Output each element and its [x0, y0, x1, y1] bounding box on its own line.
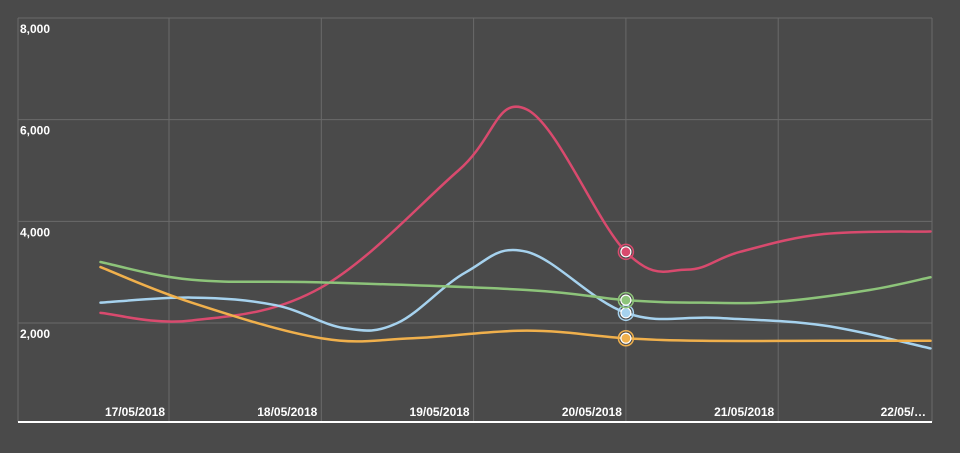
- series-line-3: [99, 265, 932, 343]
- series-marker-point-2[interactable]: [620, 294, 632, 306]
- series-markers[interactable]: [617, 243, 635, 347]
- grid: [17, 17, 933, 423]
- x-tick-label: 20/05/2018: [562, 405, 622, 419]
- y-tick-label: 2,000: [20, 327, 50, 341]
- series-line-1: [99, 248, 932, 350]
- x-tick-label: 17/05/2018: [105, 405, 165, 419]
- series-marker-ring-2[interactable]: [617, 291, 635, 309]
- y-tick-label: 6,000: [20, 124, 50, 138]
- axis-labels: 8,000 6,000 4,000 2,000 17/05/2018 18/05/2018…: [20, 22, 926, 419]
- series-marker-point-1[interactable]: [620, 307, 632, 319]
- series-line-0: [99, 105, 932, 323]
- series-marker-ring-3[interactable]: [617, 330, 635, 347]
- x-tick-label: 18/05/2018: [257, 405, 317, 419]
- y-tick-label: 4,000: [20, 225, 50, 239]
- x-tick-label: 22/05/…: [881, 405, 926, 419]
- x-tick-label: 21/05/2018: [714, 405, 774, 419]
- series-lines: [99, 105, 932, 350]
- x-tick-label: 19/05/2018: [410, 405, 470, 419]
- series-marker-point-0[interactable]: [620, 246, 632, 258]
- series-marker-point-3[interactable]: [620, 332, 632, 344]
- y-tick-label: 8,000: [20, 22, 50, 36]
- series-line-2: [99, 260, 932, 305]
- series-marker-ring-0[interactable]: [617, 243, 635, 261]
